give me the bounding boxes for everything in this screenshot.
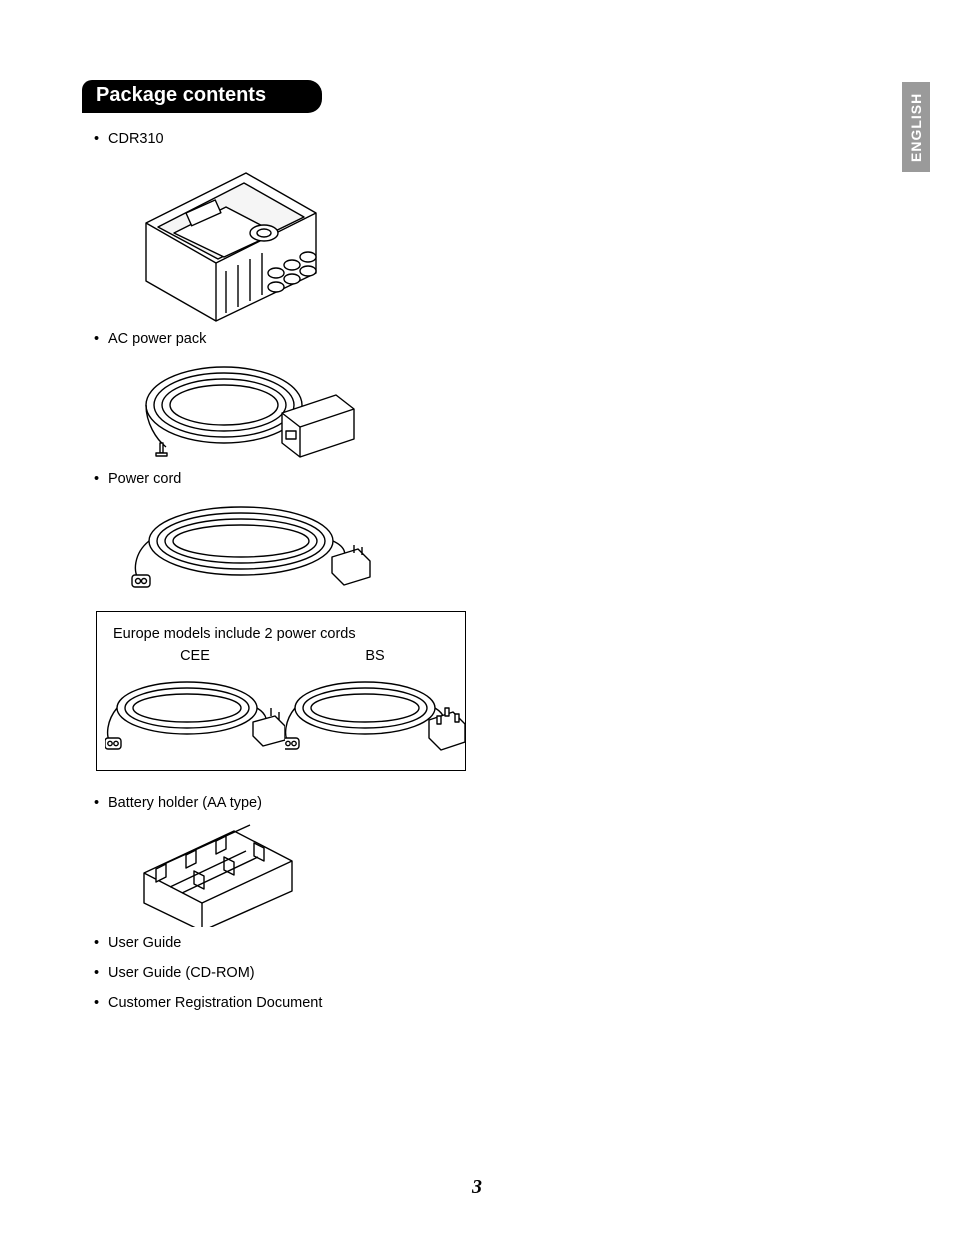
language-tab: ENGLISH [902, 82, 930, 172]
note-col-bs: BS [285, 648, 465, 760]
package-contents-list: CDR310 [82, 131, 522, 1011]
item-label: User Guide [108, 935, 181, 951]
item-label: Customer Registration Document [108, 995, 322, 1011]
item-label: AC power pack [108, 331, 206, 347]
item-label: Power cord [108, 471, 181, 487]
list-item: CDR310 [96, 131, 522, 323]
list-item: Battery holder (AA type) [96, 795, 522, 927]
note-label: BS [285, 648, 465, 664]
item-label: CDR310 [108, 131, 164, 147]
list-item: AC power pack [96, 331, 522, 463]
item-label: User Guide (CD-ROM) [108, 965, 255, 981]
list-item: Customer Registration Document [96, 995, 522, 1011]
note-col-cee: CEE [105, 648, 285, 760]
list-item: Power cord [96, 471, 522, 771]
note-title: Europe models include 2 power cords [105, 626, 457, 642]
illustration-ac-power-pack [126, 353, 522, 463]
illustration-power-cord [126, 493, 522, 593]
list-item: User Guide [96, 935, 522, 951]
illustration-cord-bs [285, 668, 465, 756]
illustration-cdr310 [126, 153, 522, 323]
page-number: 3 [0, 1176, 954, 1199]
list-item: User Guide (CD-ROM) [96, 965, 522, 981]
item-label: Battery holder (AA type) [108, 795, 262, 811]
note-label: CEE [105, 648, 285, 664]
content-column: Package contents CDR310 [82, 80, 522, 1011]
europe-note-box: Europe models include 2 power cords CEE [96, 611, 466, 771]
section-title: Package contents [82, 80, 322, 113]
illustration-battery-holder [126, 817, 522, 927]
illustration-cord-cee [105, 668, 285, 756]
